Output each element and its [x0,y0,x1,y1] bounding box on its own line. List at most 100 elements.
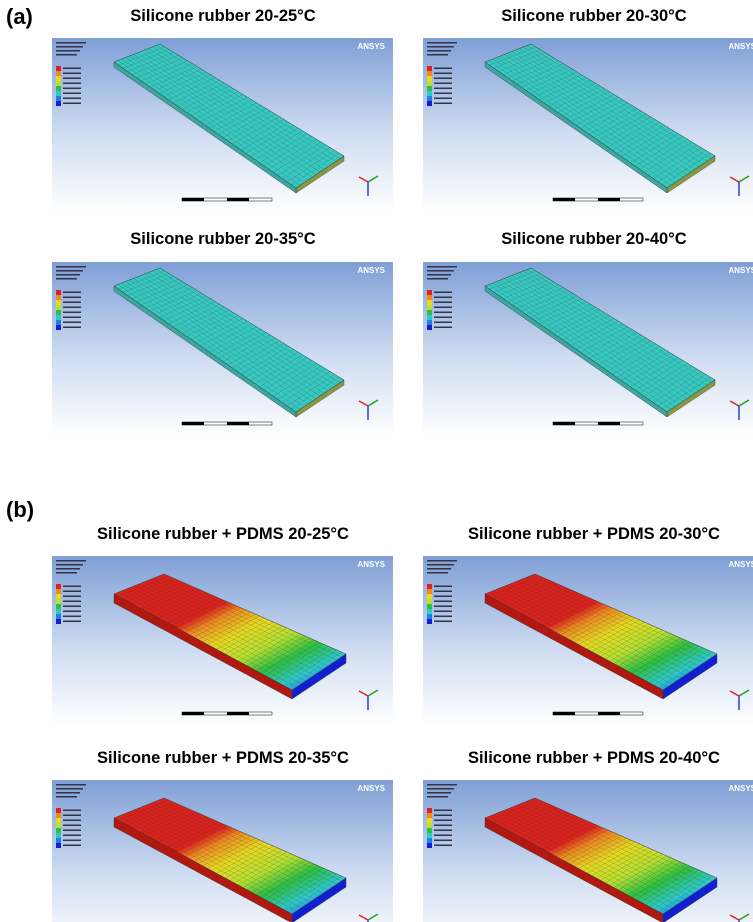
info-text-line [427,560,457,562]
subfigure-title: Silicone rubber 20-35°C [130,230,315,248]
legend-text [63,292,81,294]
legend-text [63,103,81,105]
legend-swatch [427,838,432,843]
legend-text [434,591,452,593]
legend-swatch [56,609,61,614]
legend-swatch [427,76,432,81]
legend-swatch [427,609,432,614]
info-text-line [427,278,448,280]
legend-swatch [56,295,61,300]
legend-swatch [56,96,61,101]
legend-text [63,830,81,832]
software-logo: ANSYS [728,784,753,793]
legend-swatch [56,91,61,96]
info-text-line [56,266,86,268]
software-logo: ANSYS [728,42,753,51]
legend-swatch [56,320,61,325]
legend-swatch [427,619,432,624]
legend-text [63,98,81,100]
legend-swatch [427,66,432,71]
legend-swatch [56,818,61,823]
legend-swatch [427,71,432,76]
legend-swatch [56,604,61,609]
legend-text [63,840,81,842]
legend-text [63,302,81,304]
legend-text [434,820,452,822]
simulation-image: ANSYS [423,262,753,436]
legend-text [63,611,81,613]
info-text-line [427,796,448,798]
info-text-line [427,784,457,786]
legend-swatch [427,91,432,96]
scale-bar-segment [182,712,204,715]
legend-swatch [427,589,432,594]
info-text-line [427,572,448,574]
info-text-line [427,50,451,52]
legend-swatch [56,808,61,813]
software-logo: ANSYS [357,784,385,793]
legend-swatch [56,310,61,315]
legend-text [63,835,81,837]
legend-swatch [427,101,432,106]
info-text-line [56,50,80,52]
legend-text [63,820,81,822]
info-text-line [56,568,80,570]
legend-text [434,840,452,842]
legend-swatch [56,584,61,589]
info-text-line [427,54,448,56]
simulation-image: ANSYS [423,38,753,212]
legend-swatch [427,818,432,823]
simulation-image: ANSYS [52,38,393,212]
legend-text [434,317,452,319]
legend-swatch [56,81,61,86]
legend-text [434,835,452,837]
info-text-line [427,266,457,268]
legend-text [434,621,452,623]
info-text-line [427,568,451,570]
info-text-line [56,792,80,794]
subfigure-title: Silicone rubber + PDMS 20-40°C [468,749,720,767]
legend-swatch [56,315,61,320]
legend-text [63,591,81,593]
legend-swatch [56,71,61,76]
legend-text [63,83,81,85]
legend-swatch [56,66,61,71]
legend-swatch [56,589,61,594]
legend-swatch [56,828,61,833]
legend-text [434,103,452,105]
simulation-image: ANSYS [423,556,753,726]
scale-bar-segment [227,712,249,715]
legend-swatch [56,599,61,604]
legend-text [63,596,81,598]
scale-bar-segment [227,198,249,201]
legend-text [434,312,452,314]
legend-text [434,825,452,827]
legend-swatch [427,604,432,609]
legend-swatch [56,305,61,310]
legend-swatch [427,96,432,101]
info-text-line [427,274,451,276]
legend-swatch [427,300,432,305]
legend-text [63,621,81,623]
legend-swatch [427,828,432,833]
legend-swatch [427,614,432,619]
legend-text [63,606,81,608]
scale-bar-segment [182,198,204,201]
legend-swatch [56,594,61,599]
legend-text [434,307,452,309]
scale-bar-segment [598,198,620,201]
legend-text [434,606,452,608]
legend-swatch [427,808,432,813]
legend-swatch [56,619,61,624]
info-text-line [56,572,77,574]
legend-text [434,78,452,80]
legend-text [434,302,452,304]
legend-text [434,93,452,95]
legend-swatch [427,315,432,320]
legend-swatch [427,843,432,848]
legend-swatch [427,325,432,330]
legend-swatch [427,305,432,310]
legend-text [63,327,81,329]
legend-text [434,586,452,588]
legend-text [63,297,81,299]
